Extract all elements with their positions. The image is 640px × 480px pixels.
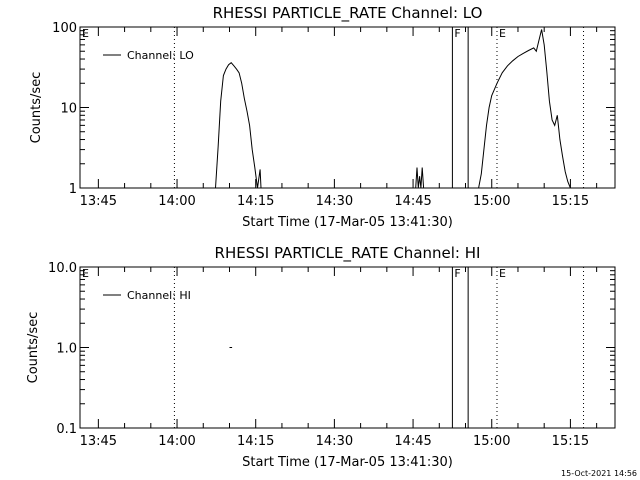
y-tick-label: 0.1 [56,422,77,437]
x-tick-label: 13:45 [80,434,117,449]
marker-label: E [82,27,89,40]
chart-panel-2: RHESSI PARTICLE_RATE Channel: HI 0.1 1.0 10… [26,244,616,470]
generation-timestamp: 15-Oct-2021 14:56 [561,469,637,478]
marker-label: F [454,267,460,280]
x-tick-label: 14:30 [316,194,353,209]
x-tick-label: 14:45 [394,434,431,449]
y-tick-label: 10 [60,102,77,117]
x-tick-label: 14:15 [237,194,274,209]
series-line-segment [257,169,262,189]
marker-label: F [454,27,460,40]
legend-entry: Channel: LO [127,49,194,62]
series-line-segment [415,167,425,189]
x-tick-label: 15:15 [552,194,589,209]
x-tick-label: 14:30 [316,434,353,449]
chart-title: RHESSI PARTICLE_RATE Channel: LO [213,4,483,23]
marker-label: E [82,267,89,280]
x-tick-label: 13:45 [80,194,117,209]
marker-label: E [499,27,506,40]
y-tick-label: 1 [69,182,77,197]
y-tick-label: 100 [52,21,77,36]
y-axis-label: Counts/sec [29,72,44,144]
x-tick-label: 15:00 [473,434,510,449]
x-tick-label: 14:15 [237,434,274,449]
y-axis-label: Counts/sec [26,312,41,384]
chart-panel-1: RHESSI PARTICLE_RATE Channel: LO 1 10 100 13… [29,4,616,230]
marker-label: E [499,267,506,280]
y-tick-label: 1.0 [56,342,77,357]
x-tick-label: 15:00 [473,194,510,209]
chart-title: RHESSI PARTICLE_RATE Channel: HI [215,244,481,263]
legend-entry: Channel: HI [127,289,191,302]
x-axis-label: Start Time (17-Mar-05 13:41:30) [242,215,453,230]
x-tick-label: 14:00 [158,194,195,209]
x-tick-label: 14:00 [158,434,195,449]
x-tick-label: 14:45 [394,194,431,209]
x-tick-label: 15:15 [552,434,589,449]
series-line-segment [478,29,576,189]
series-line-segment [215,62,258,189]
x-axis-label: Start Time (17-Mar-05 13:41:30) [242,455,453,470]
y-tick-label: 10.0 [48,261,77,276]
